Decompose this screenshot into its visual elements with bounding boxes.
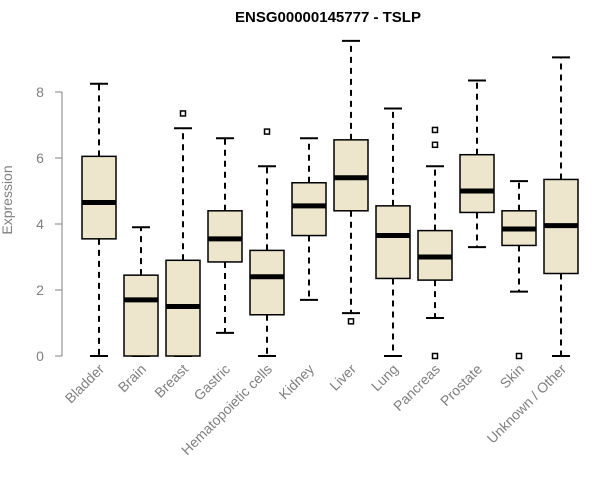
- box-group: [123, 226, 159, 357]
- outlier-point: [347, 318, 355, 325]
- box-group: [333, 39, 369, 325]
- outlier-point: [431, 126, 439, 134]
- box-iqr: [81, 155, 117, 240]
- x-tick-label: Breast: [151, 361, 191, 401]
- y-tick-label: 6: [36, 150, 44, 166]
- x-tick-label: Brain: [115, 361, 149, 395]
- box-group: [81, 82, 117, 357]
- x-tick-label: Kidney: [276, 361, 318, 403]
- x-tick-label: Bladder: [62, 361, 108, 407]
- box-iqr: [375, 205, 411, 280]
- x-tick-label: Pancreas: [390, 361, 443, 414]
- y-tick-label: 2: [36, 282, 44, 298]
- outlier-point: [431, 141, 439, 149]
- boxes-layer: [81, 39, 579, 360]
- outlier-point: [179, 110, 187, 117]
- outlier-point: [431, 352, 439, 360]
- box-group: [249, 128, 285, 357]
- y-tick-label: 0: [36, 348, 44, 364]
- x-tick-label: Prostate: [437, 361, 485, 409]
- x-tick-label: Skin: [497, 361, 528, 392]
- box-iqr: [123, 274, 159, 357]
- y-tick-label: 8: [36, 84, 44, 100]
- box-iqr: [249, 249, 285, 316]
- outlier-point: [263, 128, 271, 135]
- y-axis-label: Expression: [0, 165, 15, 234]
- box-iqr: [291, 182, 327, 237]
- box-group: [291, 137, 327, 301]
- outlier-point: [515, 352, 523, 360]
- x-tick-label: Liver: [326, 361, 359, 394]
- box-group: [165, 110, 201, 357]
- chart-title: ENSG00000145777 - TSLP: [235, 9, 421, 26]
- y-tick-label: 4: [36, 216, 44, 232]
- y-axis: 0 2 4 6 8: [36, 84, 63, 364]
- x-tick-label: Lung: [368, 361, 401, 394]
- box-group: [543, 56, 579, 357]
- box-group: [207, 137, 243, 334]
- box-group: [459, 79, 495, 249]
- box-group: [501, 180, 537, 360]
- x-tick-label: Unknown / Other: [484, 361, 570, 447]
- box-group: [375, 107, 411, 357]
- box-group: [417, 126, 453, 360]
- box-iqr: [459, 153, 495, 214]
